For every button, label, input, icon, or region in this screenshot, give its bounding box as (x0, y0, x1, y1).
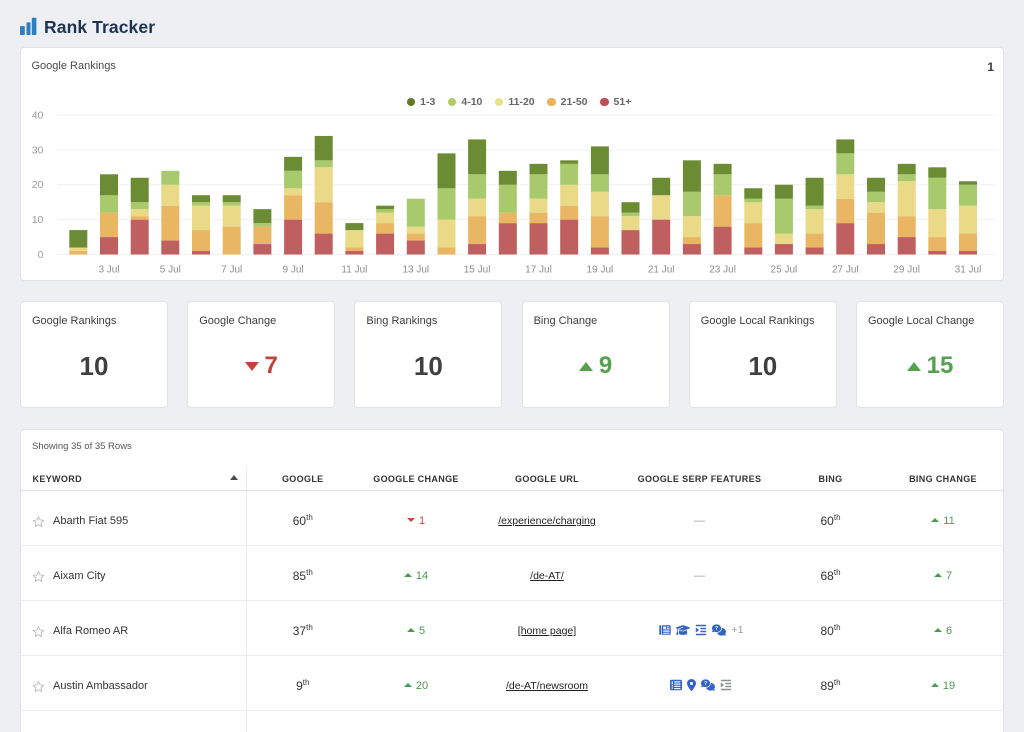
svg-text:17 Jul: 17 Jul (525, 265, 552, 276)
svg-text:15 Jul: 15 Jul (464, 265, 491, 276)
svg-text:29 Jul: 29 Jul (893, 265, 920, 276)
svg-text:40: 40 (32, 110, 44, 122)
svg-text:0: 0 (38, 249, 44, 261)
svg-text:9 Jul: 9 Jul (283, 265, 304, 276)
svg-text:30: 30 (32, 144, 44, 156)
svg-text:27 Jul: 27 Jul (832, 265, 859, 276)
svg-text:?: ? (704, 680, 707, 686)
svg-text:25 Jul: 25 Jul (771, 265, 798, 276)
svg-text:20: 20 (32, 179, 44, 191)
svg-text:?: ? (715, 625, 718, 631)
svg-text:5 Jul: 5 Jul (160, 265, 181, 276)
svg-text:11 Jul: 11 Jul (341, 265, 367, 276)
svg-text:21 Jul: 21 Jul (648, 265, 675, 276)
svg-text:3 Jul: 3 Jul (98, 265, 119, 276)
svg-text:31 Jul: 31 Jul (955, 265, 982, 276)
svg-text:13 Jul: 13 Jul (402, 265, 429, 276)
svg-text:23 Jul: 23 Jul (709, 265, 736, 276)
svg-text:7 Jul: 7 Jul (221, 265, 242, 276)
svg-text:10: 10 (32, 214, 44, 226)
svg-text:19 Jul: 19 Jul (587, 265, 614, 276)
